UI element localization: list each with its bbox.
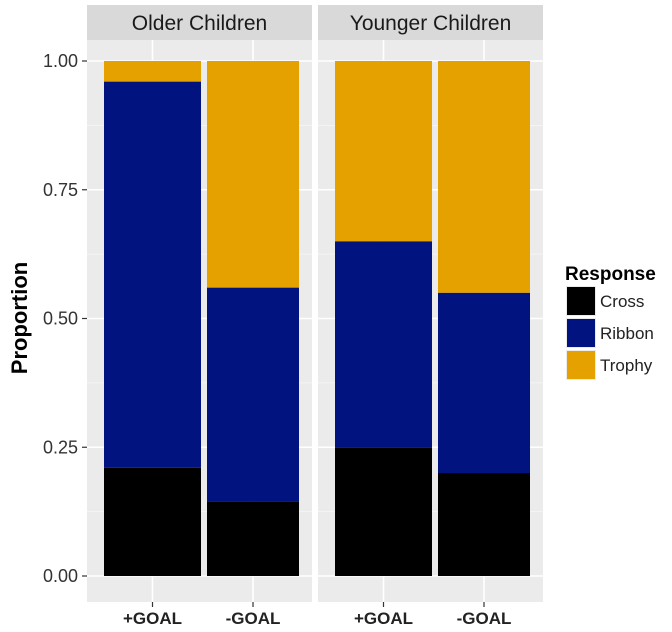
facet-panel-older-children: Older Children +GOAL -GOAL <box>87 5 312 628</box>
legend-swatch <box>567 351 595 379</box>
legend-swatch <box>567 319 595 347</box>
bar-older-children-goal-cross <box>207 501 299 576</box>
y-tick-label: 1.00 <box>43 51 78 71</box>
legend-item-trophy: Trophy <box>566 350 653 380</box>
y-tick-label: 0.00 <box>43 566 78 586</box>
facet-panel-younger-children: Younger Children +GOAL -GOAL <box>318 5 543 628</box>
bar-younger-children-goal-ribbon <box>438 292 530 473</box>
facet-label: Younger Children <box>350 12 512 35</box>
legend-title: Response <box>565 264 656 285</box>
y-tick-label: 0.50 <box>43 309 78 329</box>
bar-younger-children-goal-trophy <box>438 61 530 293</box>
legend-label: Ribbon <box>600 324 654 343</box>
legend-swatch <box>567 287 595 315</box>
legend: Response Cross Ribbon Trophy <box>565 264 656 380</box>
bar-younger-children-goal-ribbon <box>335 241 432 448</box>
bar-older-children-goal-trophy <box>207 61 299 288</box>
y-tick-label: 0.25 <box>43 437 78 457</box>
bar-older-children-goal-trophy <box>104 61 201 82</box>
bar-older-children-goal-ribbon <box>104 81 201 468</box>
y-axis: 0.00 0.25 0.50 0.75 1.00 <box>43 51 87 586</box>
bar-younger-children-goal-trophy <box>335 61 432 242</box>
legend-label: Cross <box>600 292 644 311</box>
x-tick-label: -GOAL <box>457 609 512 628</box>
x-tick-label: -GOAL <box>226 609 281 628</box>
bar-younger-children-goal-cross <box>438 473 530 576</box>
legend-item-cross: Cross <box>566 286 644 316</box>
y-tick-label: 0.75 <box>43 180 78 200</box>
legend-item-ribbon: Ribbon <box>566 318 654 348</box>
facet-strip <box>87 5 312 40</box>
x-tick-label: +GOAL <box>123 609 182 628</box>
bar-older-children-goal-cross <box>104 467 201 576</box>
bar-older-children-goal-ribbon <box>207 287 299 502</box>
facet-label: Older Children <box>132 12 267 35</box>
x-tick-label: +GOAL <box>354 609 413 628</box>
legend-label: Trophy <box>600 356 653 375</box>
y-axis-title: Proportion <box>7 262 32 374</box>
facet-strip <box>318 5 543 40</box>
bar-younger-children-goal-cross <box>335 447 432 576</box>
